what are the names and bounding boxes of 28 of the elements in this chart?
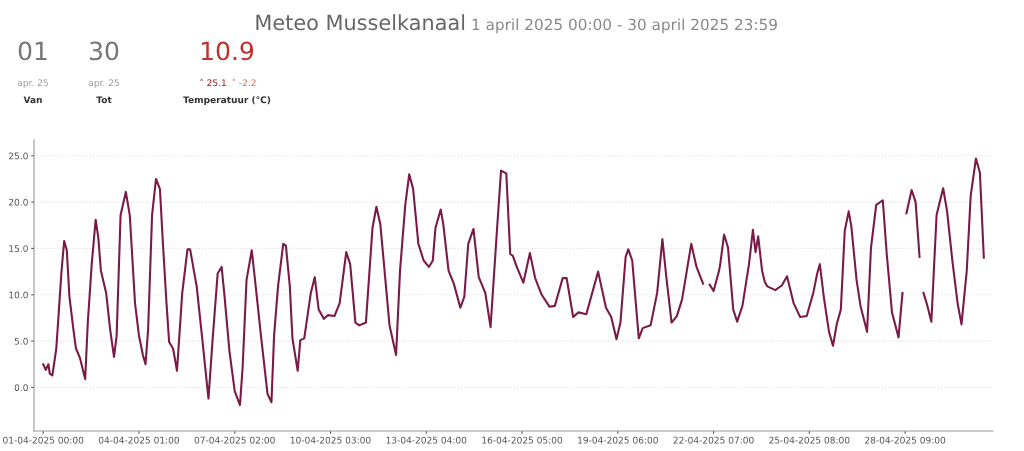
x-tick-label: 16-04-2025 05:00 [482,436,563,444]
text: ˄ 25.1 [200,78,226,87]
y-tick-label: 0.0 [14,384,28,391]
x-tick-label: 22-04-2025 07:00 [673,436,754,444]
chart-title: Meteo Musselkanaal [256,14,465,31]
x-tick-label: 28-04-2025 09:00 [865,436,946,444]
text: apr. 25 [17,79,48,88]
text: Van [23,96,42,104]
text: 30 [90,41,119,61]
x-tick-label: 07-04-2025 02:00 [194,436,275,444]
x-tick-label: 04-04-2025 01:00 [98,436,180,444]
text: 10.9 [201,41,254,61]
text: Tot [96,96,112,104]
x-tick-label: 25-04-2025 08:00 [769,436,850,444]
y-tick-label: 5.0 [14,337,28,345]
y-tick-label: 10.0 [9,291,28,299]
chart-subtitle: 1 april 2025 00:00 - 30 april 2025 23:59 [472,18,777,34]
x-tick-label: 10-04-2025 03:00 [290,436,371,444]
text: 01 [18,41,47,61]
x-tick-label: 13-04-2025 04:00 [386,436,467,444]
text: apr. 25 [88,79,119,88]
x-tick-label: 01-04-2025 00:00 [3,436,84,444]
y-tick-label: 25.0 [9,152,28,160]
x-tick-label: 19-04-2025 06:00 [578,436,658,444]
text: ˅ -2.2 [232,78,256,86]
y-tick-label: 15.0 [9,245,28,252]
text: Temperatuur (°C) [183,96,271,105]
y-tick-label: 20.0 [9,198,28,206]
